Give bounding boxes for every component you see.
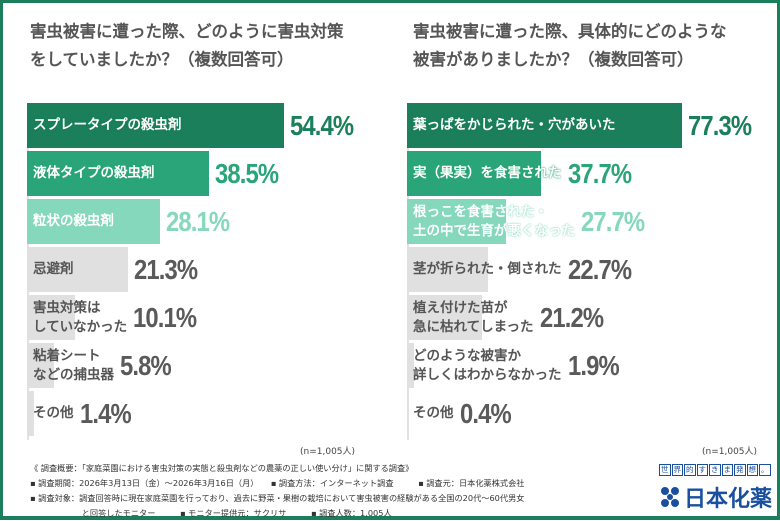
bar-row: 害虫対策は していなかった 10.1% — [27, 295, 208, 340]
slogan-char: 的 — [684, 464, 696, 476]
bar — [27, 247, 128, 292]
value-label: 5.8% — [120, 349, 172, 381]
bar-label: 茎が折られた・倒された — [413, 261, 562, 277]
bar-label: その他 — [413, 405, 454, 421]
value-label: 28.1% — [165, 205, 230, 237]
slogan-char: 世 — [659, 464, 671, 476]
bar — [407, 343, 414, 388]
value-label: 1.9% — [567, 349, 620, 381]
value-label: 1.4% — [79, 397, 132, 429]
value-label: 21.3% — [133, 253, 198, 285]
bar-row: その他 0.4% — [407, 391, 519, 436]
bar-label: 植え付けた苗が 急に枯れてしまった — [413, 299, 534, 335]
slogan-char: 。 — [759, 464, 771, 476]
value-label: 22.7% — [567, 253, 632, 285]
bar-label: 根っこを食害された・ 土の中で生育が悪くなった — [413, 203, 575, 239]
bar-row: その他 1.4% — [27, 391, 139, 436]
bar — [407, 103, 683, 148]
bar-row: 葉っぱをかじられた・穴があいた 77.3% — [407, 103, 763, 148]
bar — [27, 151, 209, 196]
bar — [27, 199, 160, 244]
bar — [407, 295, 483, 340]
bar — [407, 247, 488, 292]
bar — [407, 391, 409, 436]
bar-label: 忌避剤 — [33, 261, 74, 277]
slogan-char: 想 — [746, 464, 758, 476]
value-label: 54.4% — [289, 109, 354, 141]
bar — [27, 103, 284, 148]
bar-row: 粘着シート などの捕虫器 5.8% — [27, 343, 180, 388]
chart-title-line: をしていましたか？（複数回答可） — [30, 50, 294, 69]
bar-row: 忌避剤 21.3% — [27, 247, 208, 292]
bar-label: 粒状の殺虫剤 — [33, 213, 114, 229]
value-label: 10.1% — [133, 301, 197, 333]
bar — [27, 295, 75, 340]
bar-row: 粒状の殺虫剤 28.1% — [27, 199, 240, 244]
bar-row: スプレータイプの殺虫剤 54.4% — [27, 103, 364, 148]
footer-line: ▪ 調査期間：2026年3月13日（金）～2026年3月16日（月） ▪ 調査方… — [30, 478, 525, 488]
brand-name: 日本化薬 — [684, 487, 773, 512]
bar-row: 茎が折られた・倒された 22.7% — [407, 247, 642, 292]
bar-label: 実（果実）を食害された — [413, 165, 562, 181]
value-label: 37.7% — [567, 157, 632, 189]
bar-label: 液体タイプの殺虫剤 — [33, 165, 155, 181]
bar-row: 液体タイプの殺虫剤 38.5% — [27, 151, 289, 196]
bar-label: 害虫対策は していなかった — [33, 299, 128, 335]
chart-title-line: 害虫被害に遭った際、具体的にどのような — [413, 22, 727, 41]
slogan-char: 界 — [671, 464, 683, 476]
bar-row: どのような被害か 詳しくはわからなかった 1.9% — [407, 343, 627, 388]
slogan-char: ま — [721, 464, 733, 476]
slogan-char: き — [709, 464, 721, 476]
bar-label: 粘着シート などの捕虫器 — [33, 347, 114, 383]
value-label: 0.4% — [459, 397, 512, 429]
brand-logo: 日本化薬 — [660, 481, 772, 513]
value-label: 77.3% — [688, 109, 752, 141]
bar — [27, 343, 55, 388]
footer-line: 《 調査概要：「家庭菜園における害虫対策の実態と殺虫剤などの農薬の正しい使い分け… — [30, 463, 414, 473]
brand-slogan: 世界的すきま発想。 — [659, 464, 771, 476]
sample-size-note: (n=1,005人) — [300, 447, 356, 457]
chart-title-line: 被害がありましたか？（複数回答可） — [413, 50, 694, 69]
bar-row: 根っこを食害された・ 土の中で生育が悪くなった 27.7% — [407, 199, 655, 244]
survey-footer: 《 調査概要：「家庭菜園における害虫対策の実態と殺虫剤などの農薬の正しい使い分け… — [30, 461, 524, 521]
value-label: 38.5% — [214, 157, 279, 189]
nipponkayaku-logo-icon — [661, 487, 679, 507]
slogan-char: 発 — [734, 464, 746, 476]
value-label: 27.7% — [581, 205, 645, 237]
bar-row: 植え付けた苗が 急に枯れてしまった 21.2% — [407, 295, 614, 340]
chart-title-line: 害虫被害に遭った際、どのように害虫対策 — [30, 22, 344, 41]
bar-label: どのような被害か 詳しくはわからなかった — [413, 347, 562, 383]
bar-row: 実（果実）を食害された 37.7% — [407, 151, 642, 196]
bar — [407, 199, 506, 244]
sample-size-note: (n=1,005人) — [702, 447, 758, 457]
bar-label: スプレータイプの殺虫剤 — [33, 117, 182, 133]
bar — [27, 391, 34, 436]
footer-line: と回答したモニター ▪ モニター提供元：サクリサ ▪ 調査人数：1,005人 — [30, 508, 392, 518]
chart-title: 害虫被害に遭った際、どのように害虫対策 をしていましたか？（複数回答可） — [30, 18, 344, 74]
footer-line: ▪ 調査対象：調査回答時に現在家庭菜園を行っており、過去に野菜・果樹の栽培におい… — [30, 493, 525, 503]
bar — [407, 151, 542, 196]
bar-label: 葉っぱをかじられた・穴があいた — [413, 117, 616, 133]
bar-label: その他 — [33, 405, 74, 421]
value-label: 21.2% — [539, 301, 604, 333]
slogan-char: す — [696, 464, 708, 476]
chart-title: 害虫被害に遭った際、具体的にどのような 被害がありましたか？（複数回答可） — [413, 18, 727, 74]
